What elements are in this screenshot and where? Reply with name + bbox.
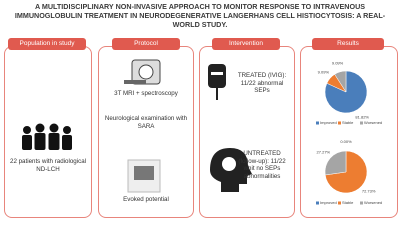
pie-label: 9.09% bbox=[318, 69, 330, 74]
pie-label: 27.27% bbox=[317, 149, 331, 154]
iv-bag-icon bbox=[208, 64, 226, 100]
column-text: Evoked potential bbox=[123, 196, 169, 203]
legend-label: Improved bbox=[320, 120, 337, 125]
icons: 81.82% 9.09%9.09% Improved Stable Worsened 0.… bbox=[22, 59, 382, 205]
column-text: TREATED (IVIG): 11/22 abnormal SEPs bbox=[237, 72, 287, 94]
legend-swatch bbox=[338, 121, 341, 125]
head-icon bbox=[210, 148, 252, 192]
legend-swatch bbox=[360, 121, 363, 125]
graphical-abstract: 81.82% 9.09% 9.09% Improved Stable Worsened 0.… bbox=[4, 2, 398, 218]
pie-label: 81.82% bbox=[355, 114, 369, 119]
people-icon bbox=[22, 123, 72, 150]
legend-label: Worsened bbox=[364, 200, 382, 205]
legend-label: Stable bbox=[342, 120, 354, 125]
legend-swatch bbox=[316, 201, 319, 205]
eeg-photo bbox=[127, 159, 161, 193]
column-text: Neurological examination with SARA bbox=[104, 115, 188, 130]
legend-swatch bbox=[316, 121, 319, 125]
pie-slice bbox=[324, 150, 347, 176]
pie-label: 72.73% bbox=[362, 189, 376, 194]
column-header: Protocol bbox=[112, 38, 180, 50]
legend-label: Stable bbox=[342, 200, 354, 205]
column-header: Intervention bbox=[212, 38, 280, 50]
column-text: 22 patients with radiological ND-LCH bbox=[10, 158, 87, 173]
column-header: Results bbox=[312, 38, 384, 50]
pie-slice bbox=[334, 70, 347, 93]
legend-label: Improved bbox=[320, 200, 337, 205]
mri-icon bbox=[124, 59, 161, 85]
column-header: Population in study bbox=[8, 38, 86, 50]
title: A MULTIDISCIPLINARY NON-INVASIVE APPROAC… bbox=[14, 2, 386, 29]
legend-swatch bbox=[360, 201, 363, 205]
column-text: UNTREATED (follow-up): 11/22 whit no SEP… bbox=[238, 150, 286, 180]
legend-label: Worsened bbox=[364, 120, 382, 125]
column-text: 3T MRI + spectroscopy bbox=[114, 90, 178, 97]
pie-label: 0.00% bbox=[340, 139, 352, 144]
pie-label: 9.09% bbox=[332, 60, 344, 65]
legend-swatch bbox=[338, 201, 341, 205]
